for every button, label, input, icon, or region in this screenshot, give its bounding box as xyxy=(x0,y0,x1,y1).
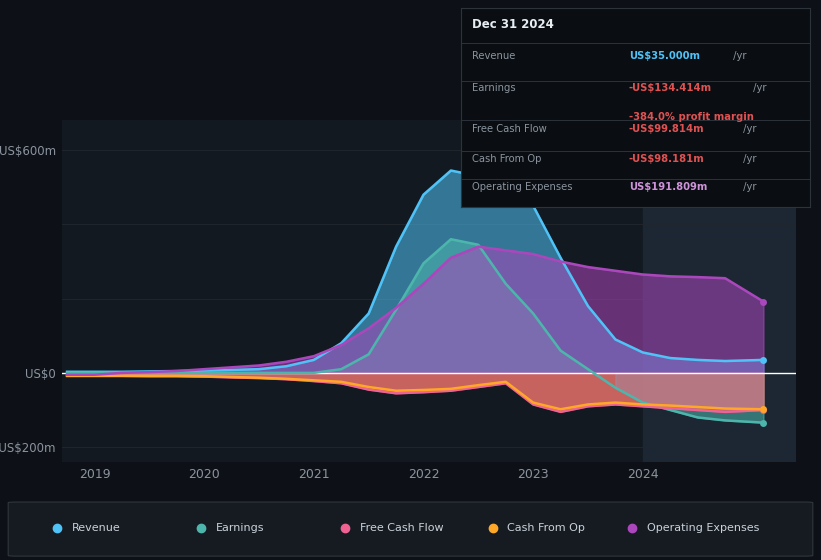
Text: Earnings: Earnings xyxy=(216,523,264,533)
Text: Earnings: Earnings xyxy=(472,83,516,93)
Text: Free Cash Flow: Free Cash Flow xyxy=(360,523,443,533)
Text: /yr: /yr xyxy=(741,183,757,192)
Text: /yr: /yr xyxy=(730,51,746,61)
Text: Operating Expenses: Operating Expenses xyxy=(472,183,572,192)
Text: Cash From Op: Cash From Op xyxy=(507,523,585,533)
Text: Revenue: Revenue xyxy=(72,523,121,533)
Text: Operating Expenses: Operating Expenses xyxy=(647,523,759,533)
Text: US$35.000m: US$35.000m xyxy=(629,51,699,61)
Text: /yr: /yr xyxy=(741,153,757,164)
Text: Revenue: Revenue xyxy=(472,51,516,61)
Text: -US$98.181m: -US$98.181m xyxy=(629,153,704,164)
Bar xyxy=(643,120,796,462)
Text: -US$99.814m: -US$99.814m xyxy=(629,124,704,134)
Text: /yr: /yr xyxy=(741,124,757,134)
FancyBboxPatch shape xyxy=(8,502,813,556)
Text: -US$134.414m: -US$134.414m xyxy=(629,83,712,93)
Text: /yr: /yr xyxy=(750,83,767,93)
Text: Cash From Op: Cash From Op xyxy=(472,153,541,164)
Text: Dec 31 2024: Dec 31 2024 xyxy=(472,18,553,31)
Text: -384.0% profit margin: -384.0% profit margin xyxy=(629,112,754,122)
Text: Free Cash Flow: Free Cash Flow xyxy=(472,124,547,134)
Text: US$191.809m: US$191.809m xyxy=(629,183,707,192)
